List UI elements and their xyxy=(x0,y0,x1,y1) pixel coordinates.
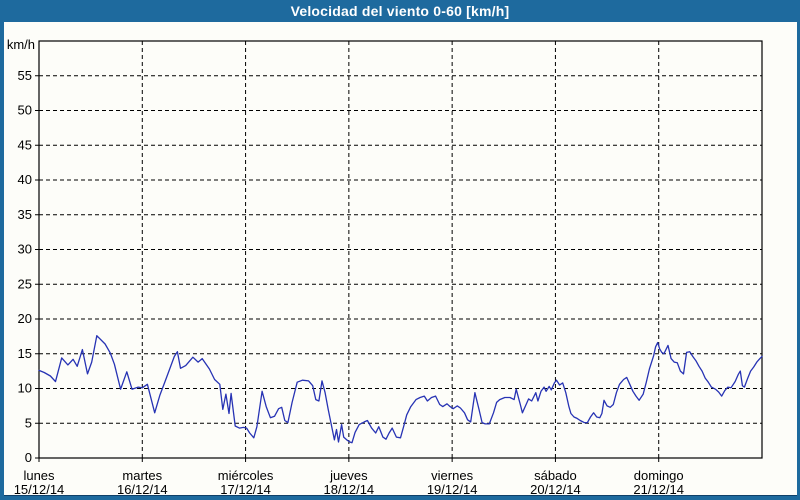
window-title-bar: Velocidad del viento 0-60 [km/h] xyxy=(0,0,800,22)
x-date-label: 21/12/14 xyxy=(633,482,684,495)
x-date-label: 18/12/14 xyxy=(324,482,375,495)
y-tick-label: 25 xyxy=(18,276,32,291)
y-tick-label: 30 xyxy=(18,242,32,257)
x-date-label: 16/12/14 xyxy=(117,482,168,495)
x-day-label: jueves xyxy=(329,468,368,483)
y-axis-unit-label: km/h xyxy=(7,37,35,52)
x-day-label: viernes xyxy=(431,468,473,483)
plot-border xyxy=(38,40,763,459)
y-tick-label: 20 xyxy=(18,311,32,326)
x-date-label: 15/12/14 xyxy=(14,482,65,495)
y-tick-label: 55 xyxy=(18,68,32,83)
x-day-label: sábado xyxy=(534,468,577,483)
wind-speed-line xyxy=(38,335,763,444)
x-date-label: 19/12/14 xyxy=(427,482,478,495)
y-tick-label: 35 xyxy=(18,207,32,222)
y-tick-label: 15 xyxy=(18,346,32,361)
x-date-label: 20/12/14 xyxy=(530,482,581,495)
y-tick-label: 10 xyxy=(18,381,32,396)
y-tick-label: 45 xyxy=(18,137,32,152)
x-day-label: martes xyxy=(122,468,162,483)
x-day-label: domingo xyxy=(634,468,684,483)
y-tick-label: 50 xyxy=(18,103,32,118)
x-day-label: lunes xyxy=(23,468,55,483)
x-date-label: 17/12/14 xyxy=(220,482,271,495)
window-title: Velocidad del viento 0-60 [km/h] xyxy=(290,3,510,19)
y-tick-label: 5 xyxy=(25,415,32,430)
y-tick-label: 40 xyxy=(18,172,32,187)
x-day-label: miércoles xyxy=(218,468,274,483)
y-tick-label: 0 xyxy=(25,450,32,465)
chart-area: 0 5 10 15 20 25 30 35 40 45 50 55 km/h lunes 15/12/14 m… xyxy=(4,22,797,496)
